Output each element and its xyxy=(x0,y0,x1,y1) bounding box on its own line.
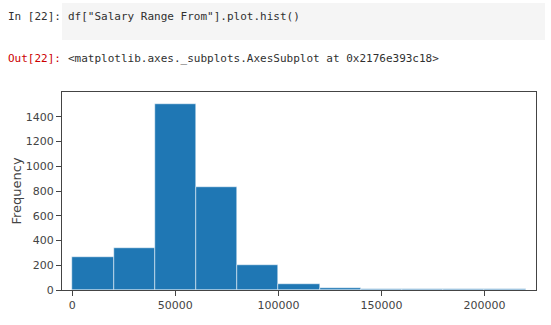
svg-text:50000: 50000 xyxy=(158,299,193,312)
svg-text:1000: 1000 xyxy=(26,160,54,173)
svg-text:800: 800 xyxy=(33,185,54,198)
svg-text:0: 0 xyxy=(69,299,76,312)
svg-text:In [22]:: In [22]: xyxy=(8,10,61,23)
svg-text:200: 200 xyxy=(33,259,54,272)
svg-text:600: 600 xyxy=(33,210,54,223)
svg-text:200000: 200000 xyxy=(463,299,505,312)
svg-text:1400: 1400 xyxy=(26,111,54,124)
svg-text:0: 0 xyxy=(47,284,54,297)
svg-text:<matplotlib.axes._subplots.Axe: <matplotlib.axes._subplots.AxesSubplot a… xyxy=(68,52,439,65)
svg-text:400: 400 xyxy=(33,234,54,247)
svg-text:Out[22]:: Out[22]: xyxy=(8,52,61,65)
svg-text:1200: 1200 xyxy=(26,135,54,148)
svg-text:Frequency: Frequency xyxy=(9,157,24,224)
svg-text:100000: 100000 xyxy=(257,299,299,312)
svg-text:150000: 150000 xyxy=(360,299,402,312)
svg-text:df["Salary Range From"].plot.h: df["Salary Range From"].plot.hist() xyxy=(68,10,300,23)
